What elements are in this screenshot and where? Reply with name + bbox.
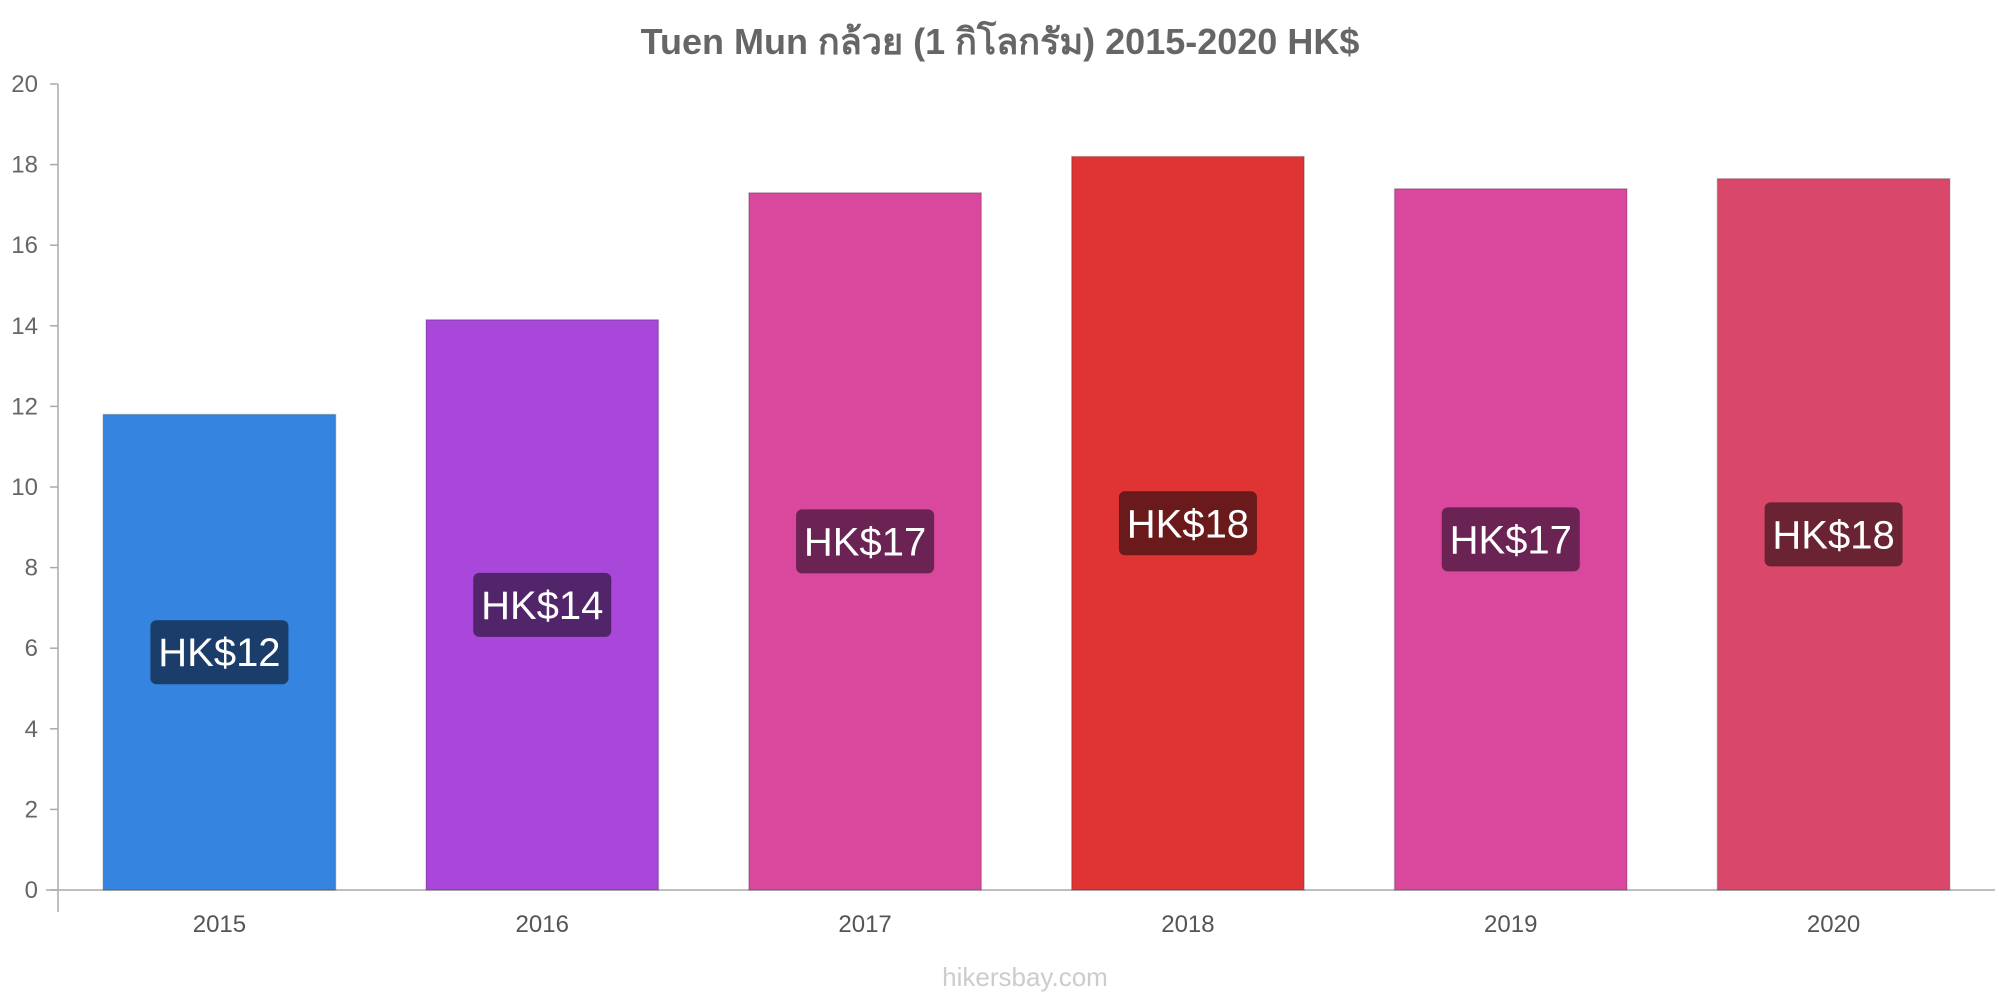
x-tick-labels: 2015 2016 2017 2018 2019 2020 <box>193 911 1861 938</box>
y-tick-label: 0 <box>25 877 38 904</box>
data-label: HK$14 <box>481 584 603 628</box>
data-label-box <box>1118 491 1257 556</box>
x-tick-label: 2019 <box>1484 911 1537 938</box>
y-tick-label: 2 <box>25 796 38 823</box>
x-tick-label: 2016 <box>516 911 569 938</box>
data-label: HK$17 <box>804 520 926 564</box>
y-tick-label: 16 <box>11 232 38 259</box>
y-tick-label: 10 <box>11 474 38 501</box>
data-label: HK$18 <box>1127 502 1249 546</box>
data-label-box <box>1441 507 1580 572</box>
data-label-box <box>473 572 612 637</box>
data-label-box <box>1764 502 1903 567</box>
y-tick-label: 4 <box>25 716 38 743</box>
data-label: HK$17 <box>1450 518 1572 562</box>
watermark: hikersbay.com <box>942 962 1108 992</box>
axes: 0 2 4 6 8 10 12 14 16 18 20 <box>11 71 1995 912</box>
data-label-box <box>796 509 935 574</box>
chart-title: Tuen Mun กล้วย (1 กิโลกรัม) 2015-2020 HK… <box>641 20 1360 62</box>
y-tick-label: 20 <box>11 71 38 98</box>
x-tick-label: 2018 <box>1161 911 1214 938</box>
x-tick-label: 2015 <box>193 911 246 938</box>
x-tick-label: 2020 <box>1807 911 1860 938</box>
y-tick-label: 12 <box>11 393 38 420</box>
data-label-box <box>150 620 289 685</box>
x-tick-label: 2017 <box>838 911 891 938</box>
y-tick-label: 6 <box>25 635 38 662</box>
y-tick-label: 14 <box>11 313 38 340</box>
data-label: HK$12 <box>158 631 280 675</box>
y-tick-label: 8 <box>25 555 38 582</box>
bars-group: HK$12 HK$14 HK$17 HK$18 HK$17 HK$18 <box>102 155 1951 891</box>
data-label: HK$18 <box>1772 513 1894 557</box>
y-tick-label: 18 <box>11 152 38 179</box>
